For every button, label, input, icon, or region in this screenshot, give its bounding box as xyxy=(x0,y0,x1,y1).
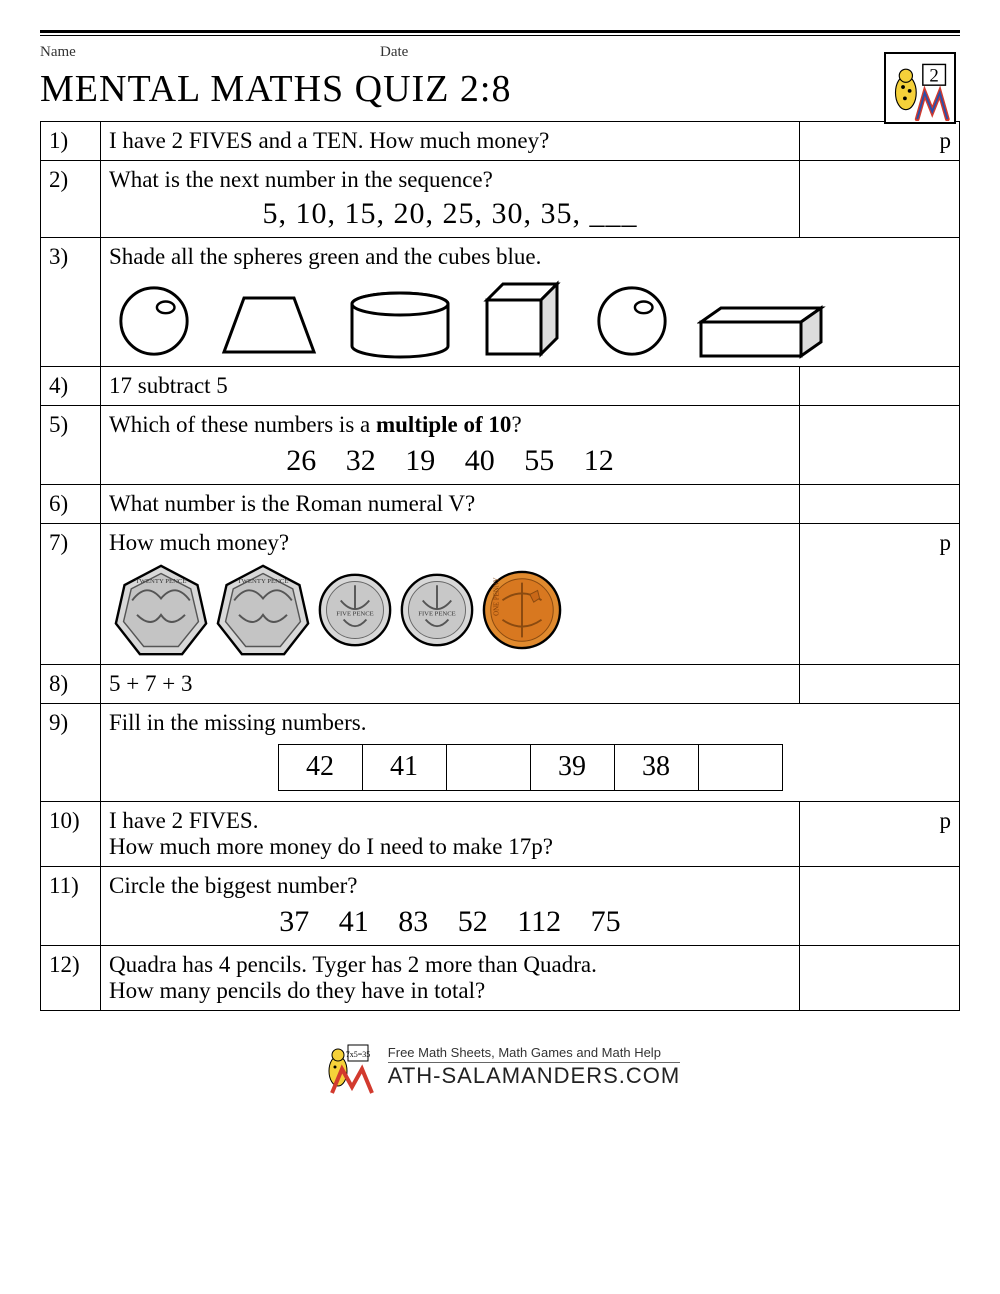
missing-numbers-table[interactable]: 42 41 39 38 xyxy=(278,744,783,791)
svg-text:7x5=35: 7x5=35 xyxy=(346,1050,371,1059)
cube-icon xyxy=(481,278,567,360)
svg-text:TWENTY PENCE: TWENTY PENCE xyxy=(135,578,186,585)
q-num: 10) xyxy=(41,802,101,867)
q-num: 12) xyxy=(41,946,101,1011)
footer-tagline: Free Math Sheets, Math Games and Math He… xyxy=(388,1045,680,1063)
q-num: 1) xyxy=(41,122,101,161)
date-label: Date xyxy=(380,44,960,61)
q-text: Fill in the missing numbers. 42 41 39 38 xyxy=(101,704,960,802)
twenty-pence-icon: TWENTY PENCE xyxy=(215,562,311,658)
shapes-row xyxy=(109,278,951,360)
q-num: 4) xyxy=(41,367,101,406)
page-title: MENTAL MATHS QUIZ 2:8 xyxy=(40,67,960,111)
answer-cell[interactable]: p xyxy=(800,122,960,161)
number-choices: 26 32 19 40 55 12 xyxy=(109,444,791,478)
q-num: 2) xyxy=(41,161,101,238)
q-num: 5) xyxy=(41,406,101,485)
q-text: Which of these numbers is a multiple of … xyxy=(101,406,800,485)
cuboid-icon xyxy=(697,304,827,360)
svg-text:ONE PENNY: ONE PENNY xyxy=(494,577,501,616)
q-text: I have 2 FIVES. How much more money do I… xyxy=(101,802,800,867)
svg-text:FIVE PENCE: FIVE PENCE xyxy=(418,611,455,618)
answer-cell[interactable] xyxy=(800,485,960,524)
q-num: 8) xyxy=(41,665,101,704)
five-pence-icon: FIVE PENCE xyxy=(399,572,475,648)
q-text: 5 + 7 + 3 xyxy=(101,665,800,704)
answer-cell[interactable] xyxy=(800,665,960,704)
q-text: Shade all the spheres green and the cube… xyxy=(101,238,960,367)
q-text: Quadra has 4 pencils. Tyger has 2 more t… xyxy=(101,946,800,1011)
q-text: What number is the Roman numeral V? xyxy=(101,485,800,524)
answer-cell[interactable] xyxy=(800,367,960,406)
cylinder-icon xyxy=(345,290,455,360)
twenty-pence-icon: TWENTY PENCE xyxy=(113,562,209,658)
trapezoid-icon xyxy=(219,290,319,360)
q-num: 11) xyxy=(41,867,101,946)
coins-row: TWENTY PENCE TWENTY PENCE xyxy=(109,562,791,658)
q-num: 3) xyxy=(41,238,101,367)
sphere-icon xyxy=(115,282,193,360)
answer-cell[interactable]: p xyxy=(800,802,960,867)
five-pence-icon: FIVE PENCE xyxy=(317,572,393,648)
answer-cell[interactable] xyxy=(800,867,960,946)
answer-cell[interactable] xyxy=(800,946,960,1011)
sphere-icon xyxy=(593,282,671,360)
number-choices: 37 41 83 52 112 75 xyxy=(109,905,791,939)
q-text: How much money? TWENTY PENCE xyxy=(101,524,800,665)
answer-cell[interactable] xyxy=(800,406,960,485)
q-num: 6) xyxy=(41,485,101,524)
sequence: 5, 10, 15, 20, 25, 30, 35, ___ xyxy=(109,197,791,231)
name-label: Name xyxy=(40,44,380,61)
one-penny-icon: ONE PENNY xyxy=(481,569,563,651)
footer: 7x5=35 Free Math Sheets, Math Games and … xyxy=(40,1039,960,1095)
q-text: I have 2 FIVES and a TEN. How much money… xyxy=(101,122,800,161)
q-text: What is the next number in the sequence?… xyxy=(101,161,800,238)
svg-text:TWENTY PENCE: TWENTY PENCE xyxy=(237,578,288,585)
quiz-table: 1) I have 2 FIVES and a TEN. How much mo… xyxy=(40,121,960,1011)
q-num: 9) xyxy=(41,704,101,802)
answer-cell[interactable] xyxy=(800,161,960,238)
q-text: 17 subtract 5 xyxy=(101,367,800,406)
q-num: 7) xyxy=(41,524,101,665)
footer-brand: ATH-SALAMANDERS.COM xyxy=(388,1063,680,1089)
q-text: Circle the biggest number? 37 41 83 52 1… xyxy=(101,867,800,946)
svg-text:2: 2 xyxy=(929,65,938,86)
grade-badge: 2 xyxy=(884,52,956,124)
svg-text:FIVE PENCE: FIVE PENCE xyxy=(336,611,373,618)
answer-cell[interactable]: p xyxy=(800,524,960,665)
salamander-logo-icon: 7x5=35 xyxy=(320,1039,380,1095)
